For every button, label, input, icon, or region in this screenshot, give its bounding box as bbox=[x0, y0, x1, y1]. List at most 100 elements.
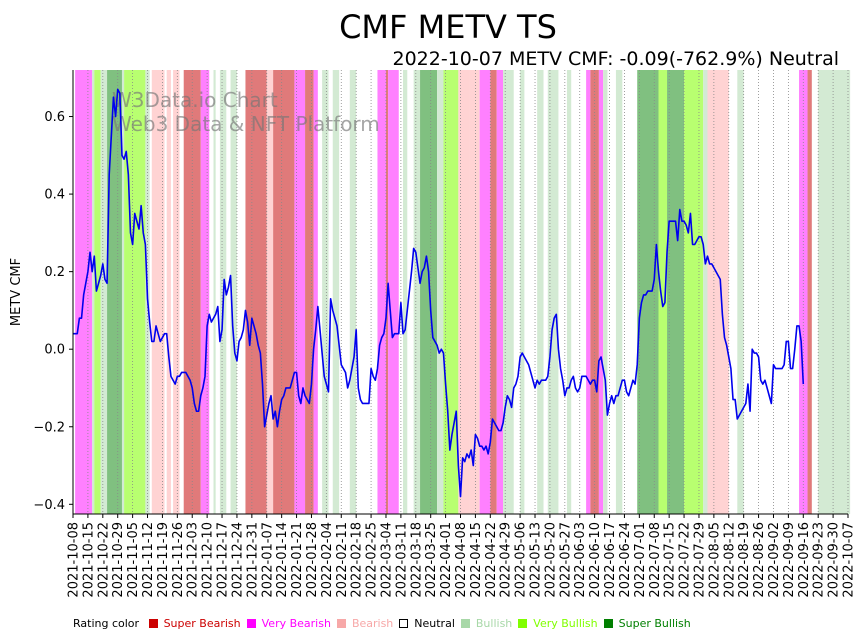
rating-band-bullish bbox=[547, 70, 559, 514]
x-tick-label: 2022-07-22 bbox=[678, 522, 693, 598]
x-tick-label: 2022-08-05 bbox=[707, 522, 722, 598]
x-tick-label: 2022-09-09 bbox=[782, 522, 797, 598]
rating-bands bbox=[75, 70, 851, 514]
rating-band-super_bearish bbox=[490, 70, 497, 514]
rating-band-super_bullish bbox=[107, 70, 122, 514]
x-axis-ticks: 2021-10-08 2021-10-15 2021-10-22 2021-10-29… bbox=[67, 514, 857, 598]
rating-band-bullish bbox=[322, 70, 329, 514]
series-layer bbox=[73, 88, 805, 498]
rating-band-bullish bbox=[230, 70, 237, 514]
rating-band-bullish bbox=[403, 70, 408, 514]
x-tick-label: 2022-09-16 bbox=[797, 522, 812, 598]
x-tick-label: 2022-06-03 bbox=[573, 522, 588, 598]
x-tick-label: 2022-03-25 bbox=[424, 522, 439, 598]
x-tick-label: 2022-03-04 bbox=[379, 522, 394, 598]
rating-band-super_bearish bbox=[245, 70, 267, 514]
legend-swatch bbox=[399, 619, 409, 628]
rating-band-bullish bbox=[213, 70, 216, 514]
y-tick-label: 0.4 bbox=[44, 188, 65, 203]
rating-legend: Rating color Super Bearish Very Bearish Be… bbox=[73, 617, 697, 630]
x-tick-label: 2022-06-10 bbox=[588, 522, 603, 598]
rating-band-bullish bbox=[603, 70, 608, 514]
rating-band-very_bearish bbox=[200, 70, 210, 514]
x-tick-label: 2022-02-25 bbox=[365, 522, 380, 598]
rating-band-bearish bbox=[166, 70, 171, 514]
legend-entry-super_bullish: Super Bullish bbox=[603, 617, 691, 630]
legend-swatch bbox=[336, 619, 346, 628]
legend-swatch bbox=[518, 619, 528, 628]
x-tick-label: 2021-11-26 bbox=[171, 522, 186, 598]
x-tick-label: 2021-12-24 bbox=[230, 522, 245, 598]
rating-band-very_bullish bbox=[139, 70, 146, 514]
rating-band-very_bearish bbox=[586, 70, 591, 514]
x-tick-label: 2022-05-20 bbox=[543, 522, 558, 598]
rating-band-bullish bbox=[615, 70, 623, 514]
rating-band-very_bearish bbox=[479, 70, 491, 514]
legend-label: Very Bullish bbox=[533, 617, 598, 630]
x-tick-label: 2022-09-30 bbox=[827, 522, 842, 598]
rating-band-bullish bbox=[332, 70, 340, 514]
x-tick-label: 2022-09-23 bbox=[812, 522, 827, 598]
rating-band-very_bullish bbox=[124, 70, 140, 514]
x-tick-label: 2021-12-10 bbox=[201, 522, 216, 598]
x-gridlines bbox=[72, 70, 849, 514]
x-tick-label: 2022-04-08 bbox=[454, 522, 469, 598]
x-tick-label: 2022-05-06 bbox=[514, 522, 529, 598]
x-tick-label: 2022-02-11 bbox=[335, 522, 350, 598]
rating-band-super_bearish bbox=[305, 70, 314, 514]
x-tick-label: 2022-05-27 bbox=[558, 522, 573, 598]
x-tick-label: 2022-04-01 bbox=[439, 522, 454, 598]
x-tick-label: 2021-12-31 bbox=[245, 522, 260, 598]
rating-band-bearish bbox=[266, 70, 274, 514]
chart-subtitle: 2022-10-07 METV CMF: -0.09(-762.9%) Neut… bbox=[392, 48, 839, 70]
rating-band-bullish bbox=[520, 70, 525, 514]
rating-band-bullish bbox=[92, 70, 95, 514]
rating-band-super_bearish bbox=[807, 70, 812, 514]
x-tick-label: 2022-08-19 bbox=[737, 522, 752, 598]
rating-band-bullish bbox=[413, 70, 421, 514]
rating-band-very_bullish bbox=[94, 70, 101, 514]
legend-entry-bullish: Bullish bbox=[460, 617, 513, 630]
rating-band-bullish bbox=[537, 70, 544, 514]
x-tick-label: 2022-01-28 bbox=[305, 522, 320, 598]
chart-title: CMF METV TS bbox=[339, 8, 557, 46]
rating-band-bullish bbox=[349, 70, 357, 514]
y-tick-label: 0.0 bbox=[44, 343, 65, 358]
y-axis-label: METV CMF bbox=[9, 258, 24, 326]
x-tick-label: 2021-12-03 bbox=[186, 522, 201, 598]
rating-band-super_bearish bbox=[273, 70, 295, 514]
rating-band-bearish bbox=[151, 70, 165, 514]
x-tick-label: 2022-02-18 bbox=[350, 522, 365, 598]
rating-band-bullish bbox=[503, 70, 514, 514]
rating-band-bullish bbox=[703, 70, 708, 514]
legend-entry-neutral: Neutral bbox=[399, 617, 455, 630]
x-tick-label: 2022-03-11 bbox=[394, 522, 409, 598]
legend-label: Neutral bbox=[414, 617, 455, 630]
y-tick-label: −0.2 bbox=[33, 420, 65, 435]
legend-label: Bullish bbox=[475, 617, 513, 630]
rating-band-bearish bbox=[469, 70, 480, 514]
rating-band-very_bullish bbox=[658, 70, 668, 514]
x-tick-label: 2021-11-19 bbox=[156, 522, 171, 598]
rating-band-bullish bbox=[121, 70, 125, 514]
x-tick-label: 2021-10-08 bbox=[67, 522, 82, 598]
rating-band-very_bullish bbox=[684, 70, 704, 514]
legend-label: Bearish bbox=[351, 617, 394, 630]
legend-entry-very_bullish: Very Bullish bbox=[518, 617, 598, 630]
series-line bbox=[73, 88, 805, 498]
y-tick-label: 0.2 bbox=[44, 265, 65, 280]
x-tick-label: 2022-05-13 bbox=[529, 522, 544, 598]
x-tick-label: 2022-04-22 bbox=[484, 522, 499, 598]
x-tick-label: 2022-02-04 bbox=[320, 522, 335, 598]
x-tick-label: 2022-01-21 bbox=[290, 522, 305, 598]
rating-band-bullish bbox=[818, 70, 851, 514]
legend-entry-super_bearish: Super Bearish bbox=[148, 617, 241, 630]
x-tick-label: 2021-10-15 bbox=[81, 522, 96, 598]
rating-band-very_bearish bbox=[388, 70, 399, 514]
rating-band-very_bearish bbox=[313, 70, 318, 514]
y-tick-label: 0.6 bbox=[44, 110, 65, 125]
y-axis-ticks: −0.4 −0.2 0.0 0.2 0.4 0.6 bbox=[33, 110, 73, 513]
x-tick-label: 2022-03-18 bbox=[409, 522, 424, 598]
legend-entry-bearish: Bearish bbox=[336, 617, 394, 630]
